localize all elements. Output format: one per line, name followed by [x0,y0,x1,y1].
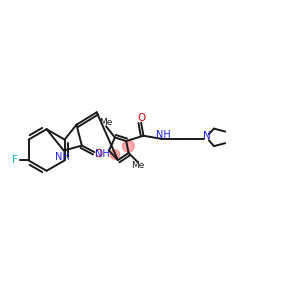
Text: NH: NH [55,152,70,162]
Text: F: F [12,155,18,165]
Text: Me: Me [131,161,145,170]
Text: O: O [94,148,103,159]
Text: N: N [203,131,211,141]
Text: Me: Me [99,118,112,127]
Circle shape [110,150,120,159]
Circle shape [122,140,134,152]
Text: NH: NH [156,130,171,140]
Text: O: O [137,113,145,124]
Text: NH: NH [95,148,110,159]
